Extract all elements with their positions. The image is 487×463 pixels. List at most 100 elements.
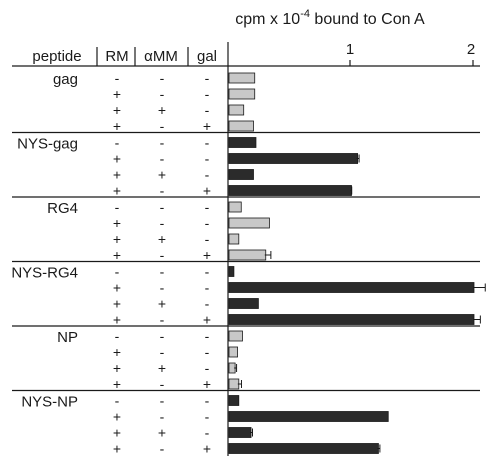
- amm-sign: -: [160, 151, 165, 167]
- gal-sign: -: [205, 409, 210, 425]
- amm-sign: +: [158, 102, 166, 118]
- bar: [228, 120, 254, 132]
- bar: [228, 185, 352, 196]
- bar: [228, 137, 257, 148]
- bar: [228, 427, 252, 438]
- amm-sign: -: [160, 264, 165, 280]
- rm-sign: +: [113, 376, 121, 392]
- gal-sign: -: [205, 231, 210, 247]
- bar: [228, 282, 475, 293]
- amm-sign: +: [158, 425, 166, 441]
- amm-sign: -: [160, 376, 165, 392]
- rm-sign: +: [113, 344, 121, 360]
- peptide-label: NYS-NP: [21, 394, 78, 411]
- column-header-rm: RM: [105, 48, 128, 65]
- amm-sign: +: [158, 296, 166, 312]
- bar: [228, 346, 238, 358]
- gal-sign: -: [205, 296, 210, 312]
- title-suffix: bound to Con A: [310, 11, 425, 28]
- bar: [228, 233, 240, 245]
- rm-sign: +: [113, 183, 121, 199]
- bar: [228, 153, 359, 164]
- bar: [228, 104, 245, 116]
- gal-sign: -: [205, 264, 210, 280]
- gal-sign: -: [205, 344, 210, 360]
- bar: [228, 249, 267, 261]
- title-exponent: -4: [300, 8, 310, 20]
- amm-sign: -: [160, 280, 165, 296]
- amm-sign: -: [160, 215, 165, 231]
- rm-sign: +: [113, 215, 121, 231]
- gal-sign: -: [205, 425, 210, 441]
- bar: [228, 411, 389, 422]
- amm-sign: -: [160, 86, 165, 102]
- title-text: cpm x 10: [235, 11, 300, 28]
- rm-sign: +: [113, 296, 121, 312]
- amm-sign: -: [160, 70, 165, 86]
- gal-sign: +: [203, 183, 211, 199]
- amm-sign: -: [160, 312, 165, 328]
- amm-sign: -: [160, 393, 165, 409]
- chart-rows: gag - - -+ - -+ + -+ - +NYS-gag - - -+ - -+ + -+ - +RG4- - -…: [11, 70, 486, 457]
- amm-sign: +: [158, 360, 166, 376]
- gal-sign: +: [203, 118, 211, 134]
- rm-sign: +: [113, 102, 121, 118]
- amm-sign: -: [160, 247, 165, 263]
- rm-sign: +: [113, 231, 121, 247]
- peptide-label: NP: [57, 329, 78, 346]
- gal-sign: -: [205, 151, 210, 167]
- gal-sign: -: [205, 328, 210, 344]
- gal-sign: -: [205, 199, 210, 215]
- bar: [228, 395, 240, 406]
- bar: [228, 298, 259, 309]
- bar: [228, 378, 240, 390]
- rm-sign: +: [113, 167, 121, 183]
- rm-sign: -: [115, 264, 120, 280]
- column-header-amm: αMM: [144, 48, 178, 65]
- amm-sign: -: [160, 344, 165, 360]
- bar: [228, 266, 235, 277]
- gal-sign: -: [205, 135, 210, 151]
- rm-sign: +: [113, 360, 121, 376]
- bar: [228, 314, 475, 325]
- rm-sign: -: [115, 328, 120, 344]
- column-header-gal: gal: [197, 48, 217, 65]
- gal-sign: +: [203, 376, 211, 392]
- rm-sign: +: [113, 247, 121, 263]
- gal-sign: -: [205, 280, 210, 296]
- peptide-label: NYS-gag: [17, 136, 78, 153]
- x-tick-label: 2: [467, 41, 475, 58]
- rm-sign: +: [113, 425, 121, 441]
- rm-sign: +: [113, 151, 121, 167]
- bar: [228, 443, 379, 454]
- rm-sign: +: [113, 409, 121, 425]
- amm-sign: +: [158, 167, 166, 183]
- amm-sign: -: [160, 409, 165, 425]
- gal-sign: -: [205, 215, 210, 231]
- rm-sign: +: [113, 118, 121, 134]
- bar: [228, 217, 270, 229]
- amm-sign: -: [160, 183, 165, 199]
- bar: [228, 72, 256, 84]
- gal-sign: +: [203, 247, 211, 263]
- column-header-peptide: peptide: [32, 48, 81, 65]
- rm-sign: -: [115, 393, 120, 409]
- rm-sign: -: [115, 135, 120, 151]
- rm-sign: +: [113, 86, 121, 102]
- chart-title: cpm x 10-4 bound to Con A: [235, 8, 425, 28]
- bar: [228, 330, 243, 342]
- rm-sign: +: [113, 441, 121, 457]
- gal-sign: -: [205, 167, 210, 183]
- amm-sign: -: [160, 118, 165, 134]
- gal-sign: -: [205, 70, 210, 86]
- rm-sign: +: [113, 280, 121, 296]
- amm-sign: -: [160, 441, 165, 457]
- bar: [228, 201, 242, 213]
- gal-sign: -: [205, 102, 210, 118]
- gal-sign: -: [205, 393, 210, 409]
- rm-sign: -: [115, 70, 120, 86]
- peptide-label: RG4: [47, 200, 78, 217]
- amm-sign: -: [160, 199, 165, 215]
